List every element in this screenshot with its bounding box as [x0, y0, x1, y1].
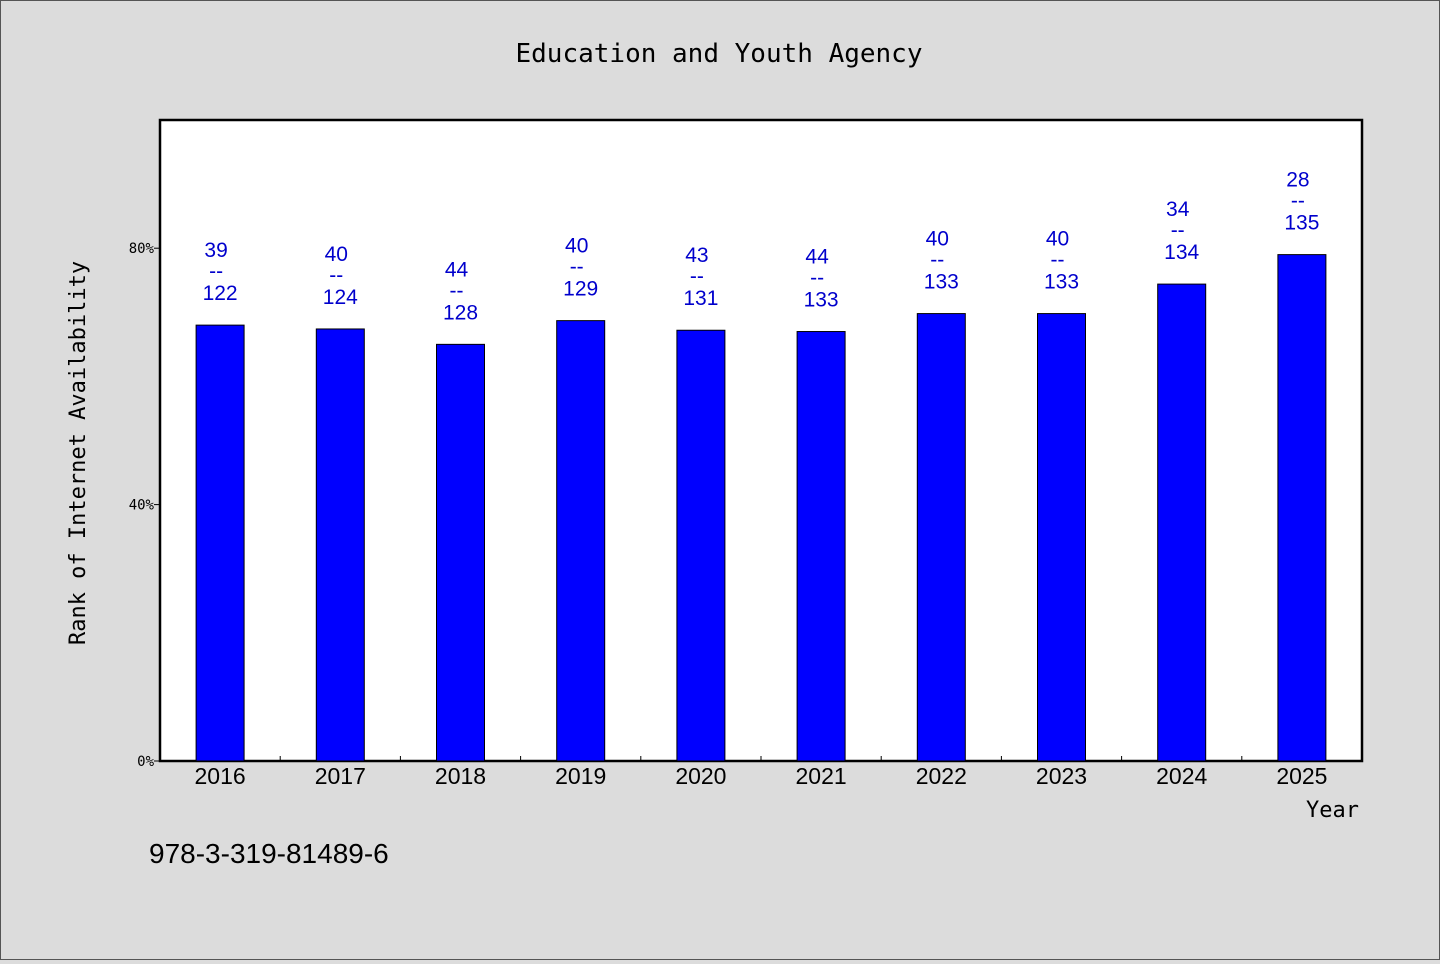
x-axis-title: Year: [1306, 798, 1359, 823]
data-label-bottom: 135: [1284, 212, 1319, 235]
x-tick-label: 2021: [796, 763, 847, 789]
data-label-separator: --: [810, 267, 824, 290]
data-label-separator: --: [930, 249, 944, 272]
data-label-bottom: 133: [804, 289, 839, 312]
bar-2023: [1037, 313, 1086, 762]
data-label-bottom: 124: [323, 286, 358, 309]
data-label-separator: --: [690, 265, 704, 288]
footnote-isbn: 978-3-319-81489-6: [149, 838, 389, 869]
data-label-top: 34: [1166, 198, 1190, 221]
data-label-top: 43: [685, 244, 708, 267]
data-label-bottom: 122: [203, 282, 238, 305]
bar-2019: [556, 320, 606, 762]
data-label-separator: --: [1291, 190, 1305, 213]
x-tick-label: 2016: [195, 763, 246, 789]
data-label-bottom: 128: [443, 301, 478, 324]
bar-2020: [676, 329, 726, 762]
y-axis-title: Rank of Internet Availability: [66, 261, 91, 645]
bar-2021: [796, 331, 846, 762]
data-label-separator: --: [1171, 219, 1185, 242]
data-label-top: 28: [1286, 169, 1309, 192]
x-tick-label: 2023: [1036, 763, 1087, 789]
data-label-separator: --: [570, 256, 584, 279]
data-label-bottom: 133: [924, 271, 959, 294]
data-label-top: 40: [565, 235, 588, 258]
data-label-bottom: 134: [1164, 241, 1199, 264]
y-tick-label: 80%: [129, 241, 155, 257]
bar-2018: [436, 343, 485, 762]
data-label-separator: --: [450, 279, 464, 302]
bar-2025: [1277, 254, 1327, 762]
data-label-top: 39: [204, 239, 227, 262]
x-tick-label: 2018: [435, 763, 486, 789]
x-tick-label: 2022: [916, 763, 967, 789]
data-label-top: 40: [325, 243, 348, 266]
y-tick-label: 40%: [129, 498, 155, 514]
x-axis: 2016 2017 2018 2019 2020 2021 2022 2023 2024 2025: [195, 756, 1327, 789]
data-label-bottom: 131: [683, 287, 718, 310]
data-label-separator: --: [329, 264, 343, 287]
data-label-separator: --: [209, 260, 223, 283]
bar-2022: [916, 313, 966, 762]
bar-series: [195, 254, 1327, 762]
x-tick-label: 2025: [1276, 763, 1327, 789]
data-label-bottom: 129: [563, 278, 598, 301]
data-label-top: 40: [926, 228, 949, 251]
bar-2017: [315, 328, 365, 762]
x-tick-label: 2017: [315, 763, 366, 789]
chart-title: Education and Youth Agency: [516, 39, 923, 69]
bar-2016: [195, 324, 245, 762]
y-axis: 0% 40% 80%: [129, 241, 160, 770]
data-label-top: 44: [805, 246, 829, 269]
y-tick-label: 0%: [137, 754, 154, 770]
data-label-top: 44: [445, 258, 469, 281]
data-label-bottom: 133: [1044, 271, 1079, 294]
data-label-top: 40: [1046, 228, 1069, 251]
x-tick-label: 2020: [675, 763, 726, 789]
x-tick-label: 2024: [1156, 763, 1207, 789]
data-label-separator: --: [1051, 249, 1065, 272]
bar-2024: [1157, 283, 1207, 762]
data-labels: 39--12240--12444--12840--12943--13144--1…: [203, 169, 1320, 325]
x-tick-label: 2019: [555, 763, 606, 789]
